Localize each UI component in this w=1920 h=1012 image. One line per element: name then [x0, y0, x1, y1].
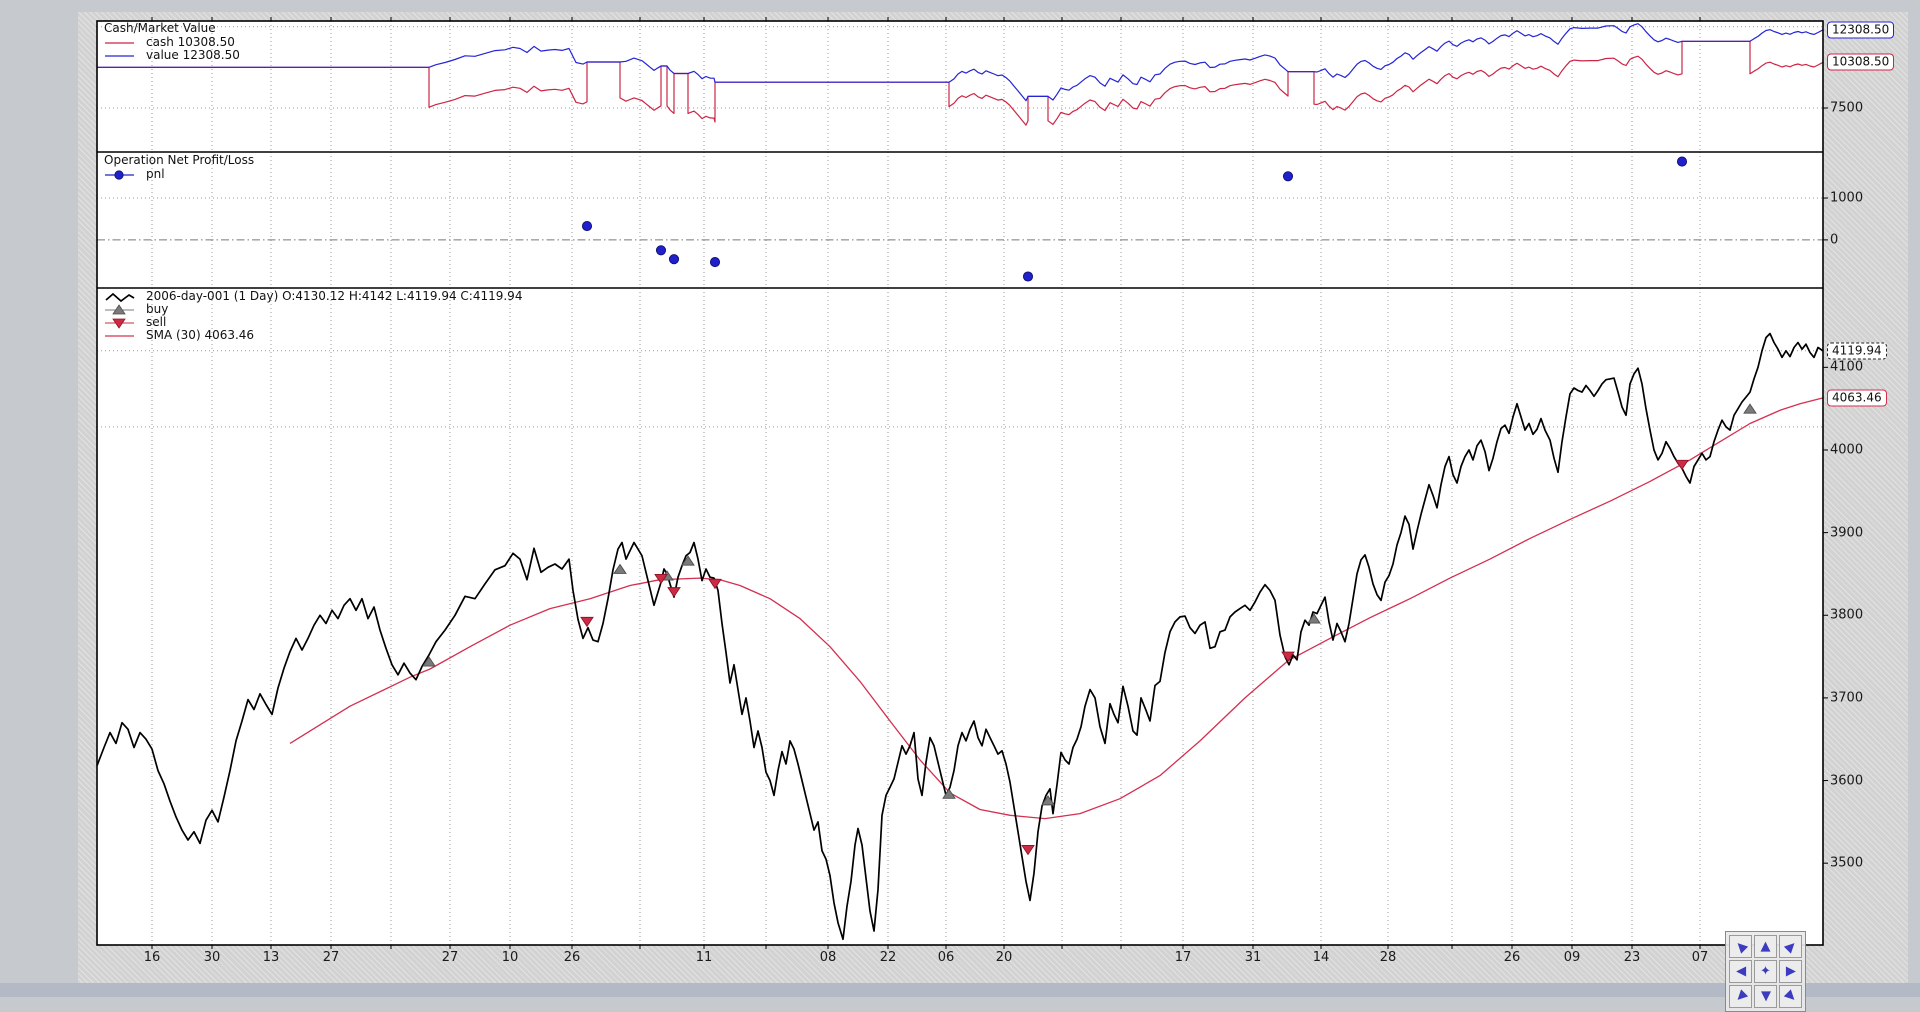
legend-item-cash: cash 10308.50 [104, 36, 240, 49]
plot-navigation-pad[interactable]: ▲ ▲ ▲ ▲ ✦ ▲ ▲ ▲ ▲ [1725, 931, 1806, 1012]
legend-item-value: value 12308.50 [104, 49, 240, 62]
buy-marker-icon [105, 303, 134, 314]
y-tick-label: 3800 [1830, 607, 1864, 623]
legend-item-label: SMA (30) 4063.46 [146, 328, 255, 342]
x-tick-label: 06 [937, 950, 955, 965]
x-tick-label: 28 [1379, 950, 1397, 965]
y-tick-label: 3900 [1830, 525, 1864, 541]
y-tick-label: 3500 [1830, 855, 1864, 871]
pan-right-button[interactable]: ▲ [1779, 960, 1802, 983]
legend-item-sell: sell [104, 316, 522, 329]
sma-line-icon [105, 334, 134, 337]
x-tick-label: 22 [879, 950, 897, 965]
last-value-tag: 4119.94 [1827, 342, 1887, 360]
y-tick-label: 4100 [1830, 359, 1864, 375]
legend-item-label: sell [146, 315, 167, 329]
pan-center-button[interactable]: ✦ [1754, 960, 1777, 983]
triangle-up-left-icon: ▲ [1731, 937, 1750, 956]
value-line-icon [105, 54, 134, 57]
price-line-icon [105, 292, 135, 302]
legend-title: Operation Net Profit/Loss [104, 153, 255, 167]
window-bottom-edge [0, 983, 1920, 997]
legend-item-data-series: 2006-day-001 (1 Day) O:4130.12 H:4142 L:… [104, 290, 522, 303]
y-tick-label: 0 [1830, 232, 1839, 248]
x-tick-label: 20 [995, 950, 1013, 965]
x-tick-label: 26 [1503, 950, 1521, 965]
four-point-star-icon: ✦ [1760, 964, 1771, 979]
last-value-tag: 4063.46 [1827, 389, 1887, 406]
x-tick-label: 13 [262, 950, 280, 965]
pan-up-button[interactable]: ▲ [1754, 935, 1777, 958]
legend-item-buy: buy [104, 303, 522, 316]
y-tick-label: 1000 [1830, 190, 1864, 206]
triangle-left-icon: ▲ [1733, 966, 1748, 977]
legend-item-label: 2006-day-001 (1 Day) O:4130.12 H:4142 L:… [146, 289, 523, 303]
triangle-right-icon: ▲ [1783, 966, 1798, 977]
legend-price-panel: 2006-day-001 (1 Day) O:4130.12 H:4142 L:… [104, 290, 522, 342]
pnl-dot-icon [105, 169, 134, 180]
x-tick-label: 16 [143, 950, 161, 965]
x-tick-label: 31 [1244, 950, 1262, 965]
legend-item-label: cash 10308.50 [146, 35, 235, 49]
x-tick-label: 14 [1312, 950, 1330, 965]
legend-operation-pnl: Operation Net Profit/Loss pnl [104, 154, 254, 181]
legend-cash-market-value: Cash/Market Value cash 10308.50 value 12… [104, 22, 240, 62]
x-tick-label: 07 [1691, 950, 1709, 965]
triangle-up-right-icon: ▲ [1781, 937, 1800, 956]
legend-item-sma: SMA (30) 4063.46 [104, 329, 522, 342]
triangle-up-icon: ▲ [1760, 939, 1771, 954]
x-tick-label: 23 [1623, 950, 1641, 965]
sell-marker-icon [105, 318, 134, 329]
x-tick-label: 08 [819, 950, 837, 965]
last-value-tag: 10308.50 [1827, 53, 1895, 71]
x-tick-label: 09 [1563, 950, 1581, 965]
y-tick-label: 3700 [1830, 690, 1864, 706]
cash-line-icon [105, 41, 134, 44]
legend-item-label: buy [146, 302, 169, 316]
legend-item-label: pnl [146, 167, 165, 181]
x-tick-label: 11 [695, 950, 713, 965]
y-tick-label: 4000 [1830, 442, 1864, 458]
legend-title: Cash/Market Value [104, 21, 216, 35]
x-tick-label: 17 [1174, 950, 1192, 965]
pan-up-left-button[interactable]: ▲ [1729, 935, 1752, 958]
legend-item-label: value 12308.50 [146, 48, 240, 62]
pan-up-right-button[interactable]: ▲ [1779, 935, 1802, 958]
x-tick-label: 27 [441, 950, 459, 965]
last-value-tag: 12308.50 [1827, 21, 1895, 39]
x-tick-label: 27 [322, 950, 340, 965]
pan-left-button[interactable]: ▲ [1729, 960, 1752, 983]
y-tick-label: 3600 [1830, 773, 1864, 788]
legend-item-pnl: pnl [104, 168, 254, 181]
x-tick-label: 30 [203, 950, 221, 965]
x-tick-label: 26 [563, 950, 581, 965]
x-tick-label: 10 [501, 950, 519, 965]
y-tick-label: 7500 [1830, 100, 1864, 116]
